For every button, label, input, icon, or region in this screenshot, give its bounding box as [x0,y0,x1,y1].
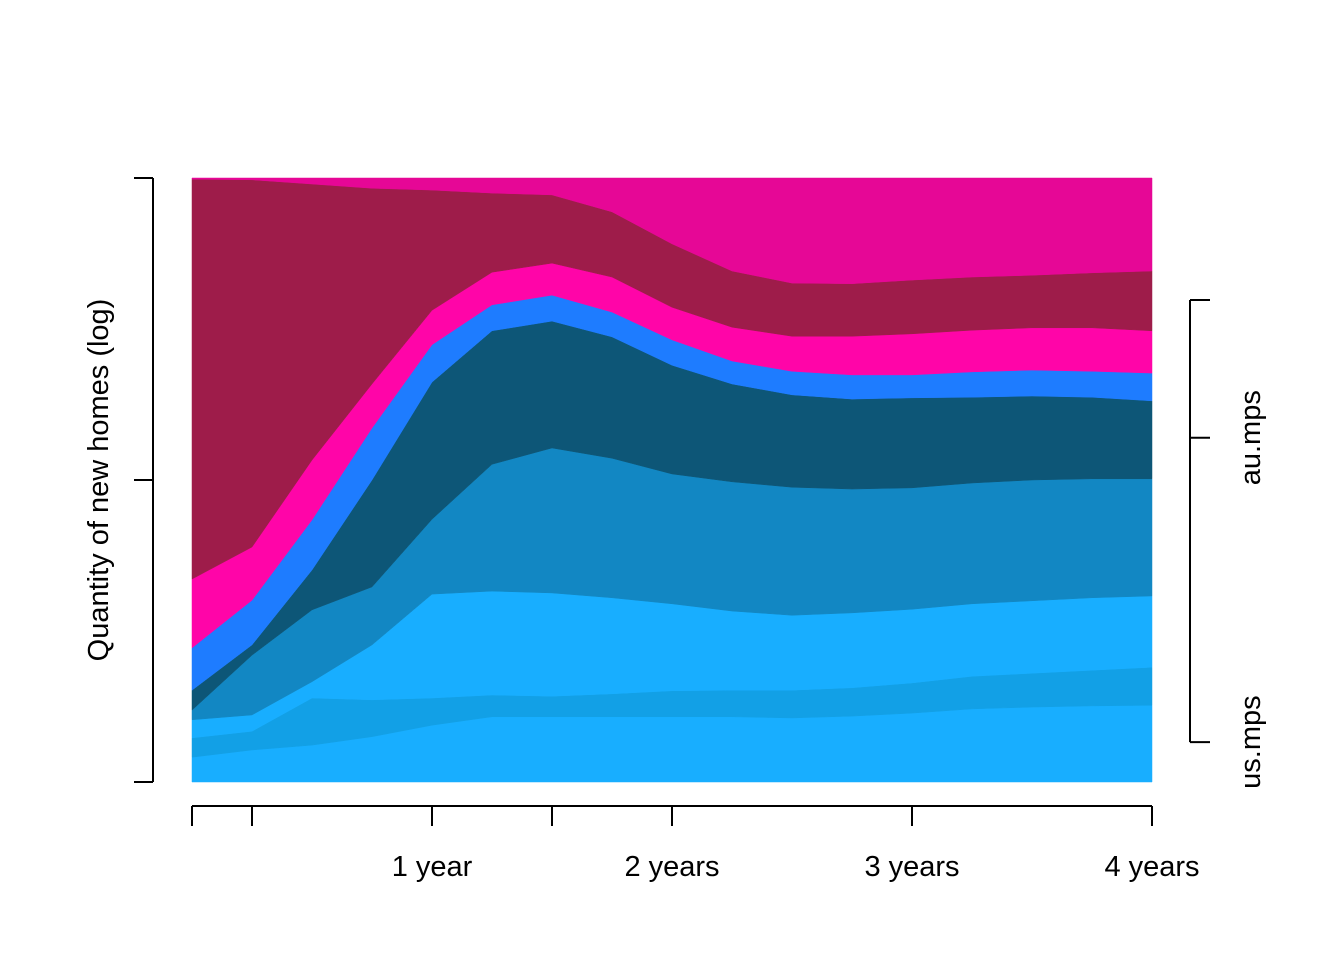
area-layers [191,177,1153,783]
right-axis-label: au.mps [1235,390,1267,485]
x-tick-label: 2 years [624,851,719,883]
x-axis: 1 year 2 years 3 years 4 years [191,805,1200,883]
area-layer-9 [191,177,1153,284]
x-tick-label: 4 years [1104,851,1199,883]
right-axis-label: us.mps [1235,695,1267,788]
x-tick-label: 3 years [864,851,959,883]
x-tick-label: 1 year [392,851,473,883]
right-y-axis: au.mps us.mps [1189,299,1267,789]
y-axis-label: Quantity of new homes (log) [83,299,115,662]
left-y-axis [134,177,154,783]
